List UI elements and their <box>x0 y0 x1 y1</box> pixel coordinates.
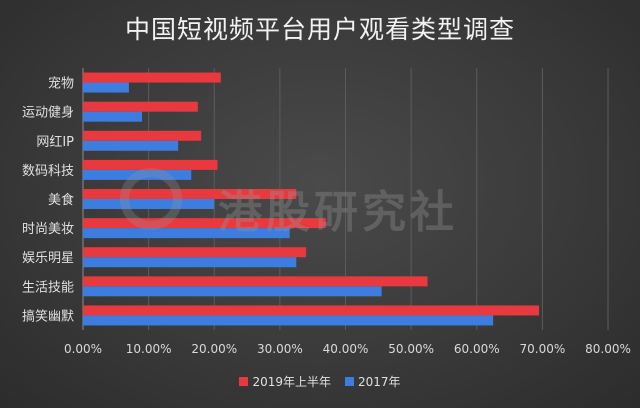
bar-series-0 <box>83 130 202 141</box>
x-tick-label: 10.00% <box>126 342 172 356</box>
legend-swatch-series-0 <box>239 377 249 386</box>
legend-item-series-0: 2019年上半年 <box>239 373 331 390</box>
legend-item-series-1: 2017年 <box>345 373 401 390</box>
bar-series-1 <box>83 82 129 93</box>
bar-series-0 <box>83 218 326 229</box>
category-label: 美食 <box>48 192 74 208</box>
bar-series-0 <box>83 305 540 316</box>
category-label: 运动健身 <box>22 105 74 121</box>
x-tick-label: 70.00% <box>519 342 565 356</box>
chart-title: 中国短视频平台用户观看类型调查 <box>124 15 515 44</box>
legend-label-series-0: 2019年上半年 <box>252 375 331 389</box>
category-label: 宠物 <box>48 76 74 92</box>
bar-series-0 <box>83 276 428 287</box>
category-label: 数码科技 <box>22 164 74 179</box>
category-label: 时尚美妆 <box>22 222 74 237</box>
bar-series-0 <box>83 189 297 199</box>
bar-series-1 <box>83 315 494 326</box>
x-tick-label: 50.00% <box>388 342 434 356</box>
bar-series-1 <box>83 140 179 151</box>
bar-series-1 <box>83 199 215 209</box>
legend-swatch-series-1 <box>345 377 354 386</box>
x-tick-label: 30.00% <box>257 342 303 356</box>
x-tick-label: 60.00% <box>454 342 500 356</box>
category-label: 娱乐明星 <box>22 251 74 266</box>
bar-series-1 <box>83 257 297 268</box>
bar-series-1 <box>83 228 290 239</box>
x-tick-label: 0.00% <box>64 342 102 356</box>
x-tick-label: 20.00% <box>191 342 237 356</box>
bar-series-1 <box>83 286 382 297</box>
bar-series-1 <box>83 169 192 180</box>
legend: 2019年上半年 2017年 <box>0 373 640 390</box>
bar-series-0 <box>83 72 221 83</box>
bar-series-1 <box>83 111 143 122</box>
bar-series-0 <box>83 247 307 258</box>
category-label: 搞笑幽默 <box>22 308 74 324</box>
category-label: 生活技能 <box>22 280 74 295</box>
x-tick-label: 40.00% <box>323 342 369 356</box>
legend-label-series-1: 2017年 <box>358 375 401 389</box>
bar-series-0 <box>83 159 218 170</box>
x-tick-labels: 0.00% 10.00% 20.00% 30.00% 40.00% 50.00% 60.00… <box>64 342 631 356</box>
bar-series-0 <box>83 101 198 112</box>
bars <box>83 72 540 326</box>
x-tick-label: 80.00% <box>585 342 631 356</box>
category-label: 网红IP <box>36 134 74 150</box>
